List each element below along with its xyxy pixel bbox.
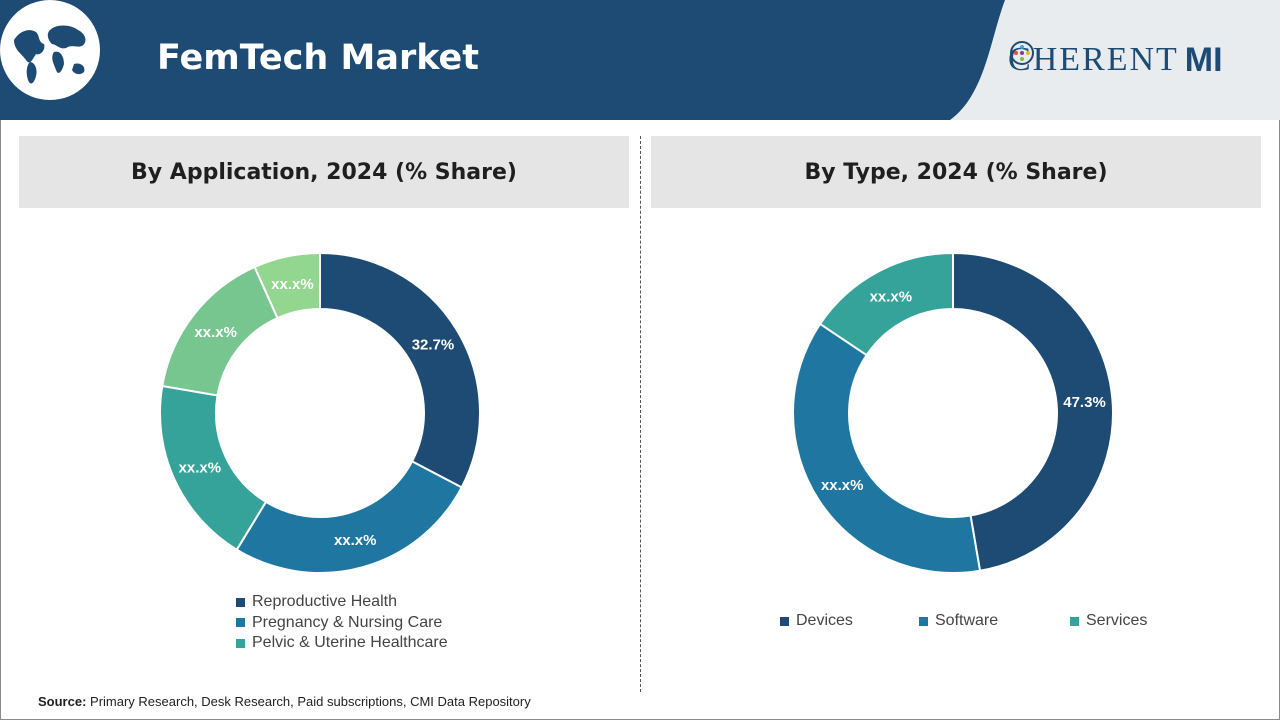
source-text: Primary Research, Desk Research, Paid su… bbox=[86, 694, 531, 709]
source-note: Source: Primary Research, Desk Research,… bbox=[38, 694, 531, 709]
right-panel-title: By Type, 2024 (% Share) bbox=[651, 136, 1261, 208]
type-legend: Devices Software Services bbox=[780, 612, 1160, 632]
logo-o-icon bbox=[1010, 41, 1034, 65]
header-banner: FemTech Market C HERENT MI bbox=[0, 0, 1280, 120]
legend-swatch bbox=[236, 638, 245, 648]
donut-slice bbox=[952, 251, 1114, 572]
banner-shape bbox=[0, 0, 1280, 120]
legend-swatch bbox=[236, 618, 245, 628]
slice-data-label: xx.x% bbox=[194, 324, 237, 341]
page-title: FemTech Market bbox=[157, 38, 480, 78]
logo-letter-c: C bbox=[1008, 41, 1033, 78]
legend-label: Pelvic & Uterine Healthcare bbox=[252, 634, 448, 652]
slice-data-label: 47.3% bbox=[1063, 394, 1106, 411]
application-legend: Reproductive Health Pregnancy & Nursing C… bbox=[236, 592, 448, 654]
legend-label: Devices bbox=[796, 612, 853, 629]
legend-swatch bbox=[236, 597, 245, 607]
slice-data-label: xx.x% bbox=[271, 276, 314, 293]
legend-swatch bbox=[1070, 616, 1079, 626]
slice-data-label: xx.x% bbox=[821, 477, 864, 494]
slice-data-label: xx.x% bbox=[179, 460, 222, 477]
application-donut-chart: 32.7% xx.x% xx.x% xx.x% xx.x% bbox=[159, 251, 481, 574]
globe-icon bbox=[0, 0, 100, 100]
slice-data-label: 32.7% bbox=[412, 337, 455, 354]
type-donut-chart: 47.3% xx.x% xx.x% bbox=[792, 251, 1114, 574]
slice-data-label: xx.x% bbox=[334, 532, 377, 549]
legend-item: Pelvic & Uterine Healthcare bbox=[236, 633, 448, 654]
legend-item: Software bbox=[919, 612, 998, 630]
donut-slice bbox=[818, 251, 954, 357]
coherent-mi-logo: C HERENT MI bbox=[1008, 40, 1223, 80]
donut-slice bbox=[319, 251, 481, 489]
source-label: Source: bbox=[38, 694, 87, 709]
legend-swatch bbox=[919, 616, 928, 626]
legend-label: Services bbox=[1086, 612, 1148, 629]
donut-slice bbox=[235, 460, 463, 574]
legend-item: Services bbox=[1070, 612, 1147, 630]
slice-data-label: xx.x% bbox=[870, 289, 913, 306]
legend-item: Pregnancy & Nursing Care bbox=[236, 613, 448, 634]
legend-label: Reproductive Health bbox=[252, 593, 397, 611]
logo-text: HERENT bbox=[1032, 41, 1179, 78]
left-panel-title: By Application, 2024 (% Share) bbox=[19, 136, 629, 208]
logo-mi: MI bbox=[1184, 40, 1223, 79]
legend-label: Software bbox=[935, 612, 999, 629]
panel-divider bbox=[640, 136, 641, 692]
legend-label: Pregnancy & Nursing Care bbox=[252, 613, 443, 631]
legend-item: Reproductive Health bbox=[236, 592, 448, 613]
donut-slice bbox=[253, 251, 321, 320]
legend-item: Devices bbox=[780, 612, 853, 630]
legend-swatch bbox=[780, 616, 789, 626]
donut-slice bbox=[792, 322, 982, 574]
